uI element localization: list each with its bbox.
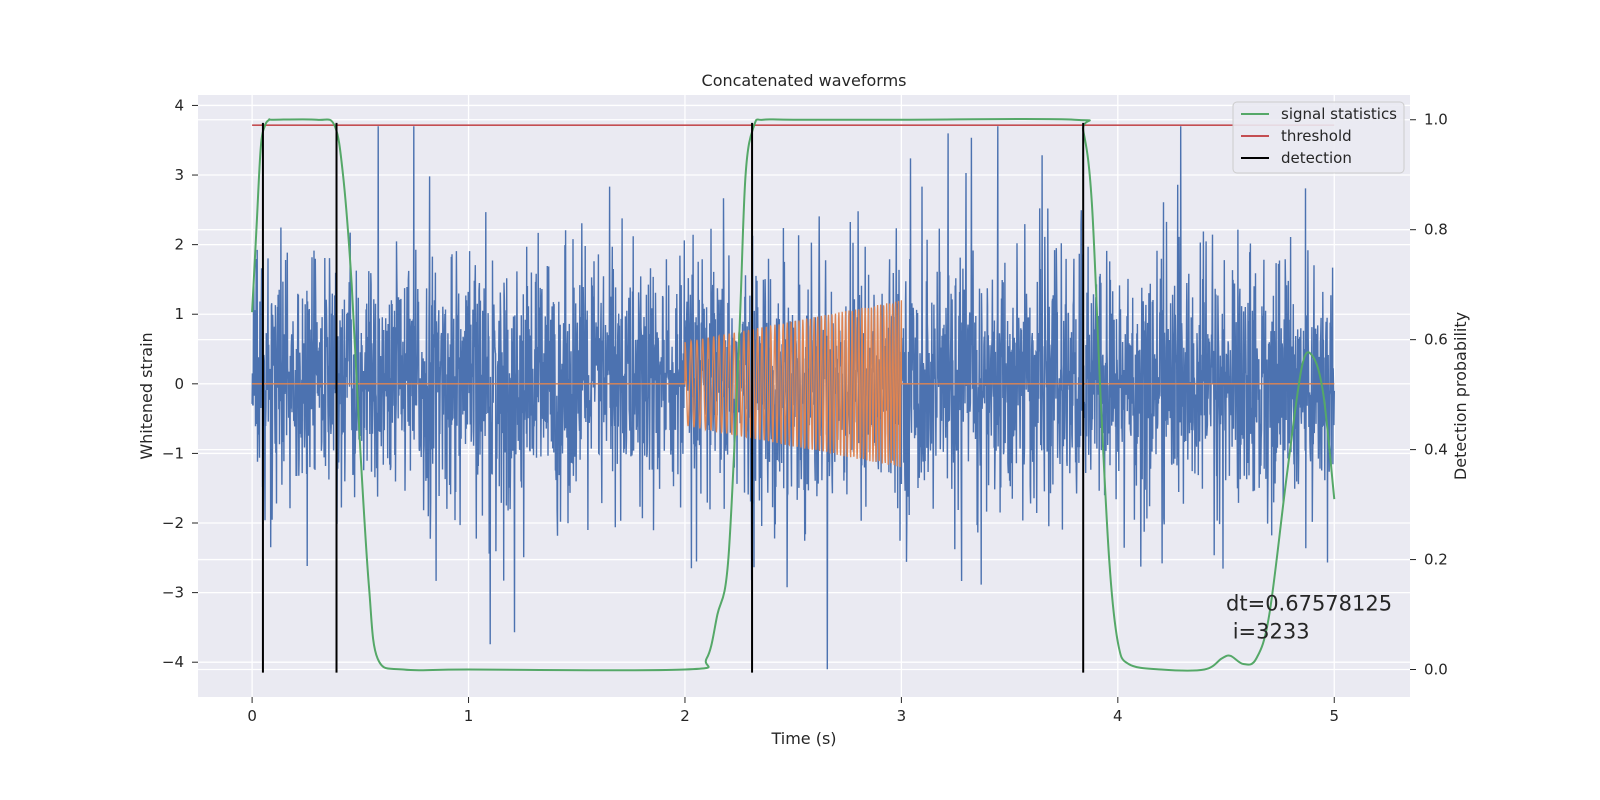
y-left-tick-label: 2 xyxy=(174,236,184,254)
y-right-tick-label: 0.6 xyxy=(1424,331,1448,349)
chart-title: Concatenated waveforms xyxy=(702,71,907,90)
injected-waveform-line xyxy=(252,300,1335,468)
annotation-index: i=3233 xyxy=(1226,620,1310,644)
x-tick-label: 4 xyxy=(1113,707,1123,725)
y-right-tick-label: 0.0 xyxy=(1424,661,1448,679)
y-left-tick-label: −4 xyxy=(162,653,184,671)
legend-box xyxy=(1232,101,1405,174)
signal-statistics-line xyxy=(251,117,1336,672)
y-right-tick-label: 0.2 xyxy=(1424,551,1448,569)
y-left-tick-label: −3 xyxy=(162,584,184,602)
legend-label: signal statistics xyxy=(1281,105,1397,123)
x-tick-label: 3 xyxy=(897,707,907,725)
y-left-tick-label: 1 xyxy=(174,305,184,323)
annotation-dt: dt=0.67578125 xyxy=(1226,592,1392,616)
x-tick-label: 1 xyxy=(464,707,474,725)
y-left-tick-label: −2 xyxy=(162,514,184,532)
y-axis-label-left: Whitened strain xyxy=(137,332,156,459)
x-tick-label: 2 xyxy=(680,707,690,725)
y-right-tick-label: 0.4 xyxy=(1424,441,1448,459)
y-axis-label-right: Detection probability xyxy=(1451,312,1470,480)
y-left-tick-label: 4 xyxy=(174,96,184,114)
x-tick-label: 0 xyxy=(247,707,257,725)
legend-label: detection xyxy=(1281,149,1352,167)
x-tick-label: 5 xyxy=(1329,707,1339,725)
strain-series-line xyxy=(251,126,1335,670)
legend-label: threshold xyxy=(1281,127,1352,145)
y-left-tick-label: −1 xyxy=(162,444,184,462)
series-layer xyxy=(251,117,1336,673)
axes: 0 1 2 3 4 5 −4 −3 −2 −1 0 1 2 3 4 0.0 0.2 0.4 0.6 0.8 1.0 xyxy=(162,96,1448,725)
x-axis-label: Time (s) xyxy=(770,729,836,748)
legend: signal statistics threshold detection xyxy=(1232,101,1405,174)
y-left-tick-label: 3 xyxy=(174,166,184,184)
y-left-tick-label: 0 xyxy=(174,375,184,393)
y-right-tick-label: 0.8 xyxy=(1424,221,1448,239)
y-right-tick-label: 1.0 xyxy=(1424,111,1448,129)
